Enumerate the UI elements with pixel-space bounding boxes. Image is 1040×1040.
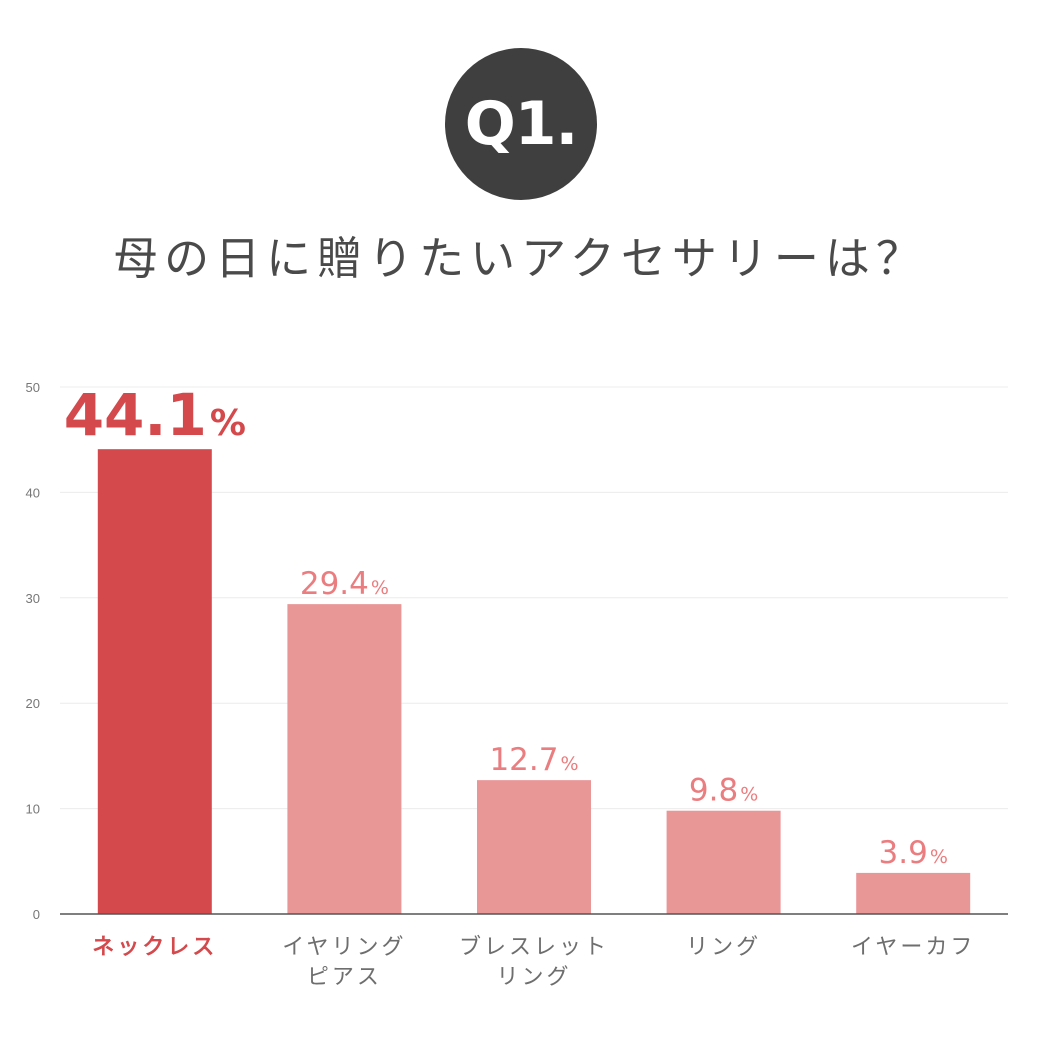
bar [856,872,971,914]
y-tick-label: 10 [26,802,40,817]
x-tick-label: ブレスレットリング [459,935,609,990]
question-badge: Q1. [445,48,597,200]
data-label: 9.8% [689,773,758,809]
x-tick-label: ネックレス [92,935,217,960]
bar [97,449,212,914]
x-tick-label: リング [686,935,761,960]
question-number: Q1. [464,89,579,159]
bar [477,780,591,914]
y-tick-label: 0 [33,907,40,922]
y-tick-label: 30 [26,591,40,606]
y-tick-label: 40 [26,485,40,500]
bar [287,604,402,914]
y-tick-label: 50 [26,380,40,395]
data-label: 3.9% [879,835,948,871]
chart-title: 母の日に贈りたいアクセサリーは？ [113,232,927,285]
bar [666,810,781,914]
data-label: 29.4% [300,566,389,602]
x-tick-label: イヤリングピアス [282,935,406,990]
x-tick-label: イヤーカフ [851,935,975,960]
data-label: 12.7% [489,742,578,778]
y-tick-label: 20 [26,696,40,711]
data-label: 44.1% [64,381,246,449]
